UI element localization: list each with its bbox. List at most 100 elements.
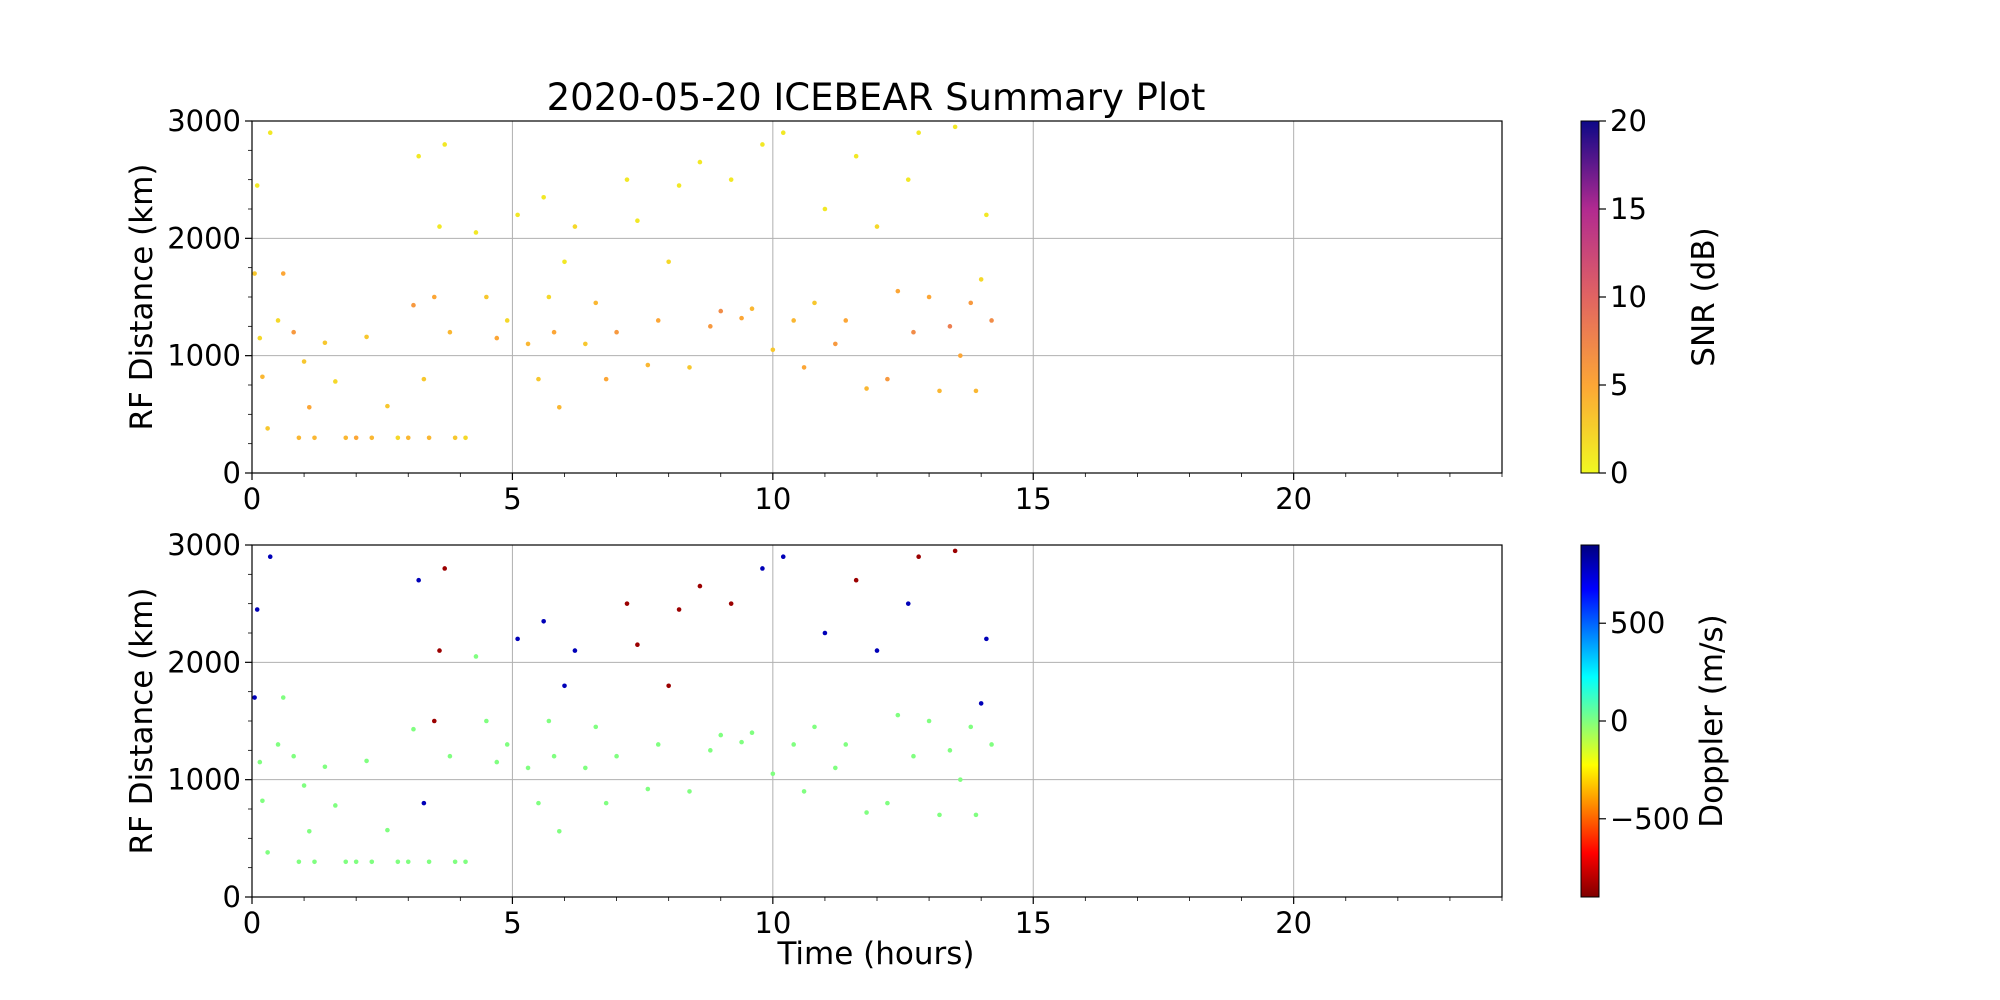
scatter-point: [739, 315, 744, 321]
scatter-point: [322, 764, 328, 770]
scatter-point: [306, 828, 312, 834]
x-tick-label: 0: [243, 482, 261, 516]
scatter-point: [437, 648, 442, 653]
scatter-point: [395, 435, 401, 441]
scatter-point: [822, 206, 828, 212]
scatter-point: [494, 759, 500, 765]
scatter-point: [426, 435, 432, 441]
scatter-point: [958, 777, 963, 782]
scatter-point: [583, 765, 588, 771]
scatter-point: [312, 859, 317, 865]
chart-title: 2020-05-20 ICEBEAR Summary Plot: [547, 76, 1206, 119]
scatter-point: [254, 183, 260, 188]
scatter-point: [291, 753, 296, 759]
y-tick-label: 0: [223, 880, 241, 914]
scatter-point: [252, 695, 257, 700]
scatter-point: [801, 789, 807, 794]
scatter-point: [257, 759, 263, 765]
points-bottom: [252, 548, 994, 865]
scatter-point: [958, 353, 963, 358]
scatter-point: [421, 376, 427, 382]
scatter-point: [801, 365, 807, 370]
scatter-point: [853, 577, 859, 583]
scatter-point: [937, 388, 942, 394]
scatter-point: [749, 730, 755, 736]
scatter-point: [296, 859, 302, 865]
scatter-point: [515, 636, 520, 642]
scatter-point: [973, 812, 979, 818]
scatter-point: [447, 329, 453, 335]
scatter-point: [275, 742, 281, 747]
scatter-point: [603, 376, 609, 382]
scatter-point: [353, 859, 359, 865]
scatter-point: [257, 335, 263, 341]
scatter-point: [697, 159, 703, 165]
scatter-point: [952, 548, 958, 554]
scatter-point: [624, 177, 630, 182]
scatter-point: [984, 212, 989, 218]
y-tick-label: 2000: [167, 221, 241, 255]
scatter-point: [541, 618, 546, 624]
scatter-point: [267, 554, 273, 560]
x-tick-label: 20: [1275, 906, 1312, 940]
scatter-point: [874, 224, 880, 229]
scatter-point: [275, 318, 281, 323]
scatter-point: [937, 812, 942, 818]
scatter-point: [385, 403, 390, 409]
scatter-point: [905, 177, 911, 182]
scatter-point: [885, 376, 890, 382]
scatter-point: [864, 810, 869, 815]
scatter-point: [635, 642, 640, 648]
scatter-point: [301, 783, 307, 788]
scatter-point: [364, 334, 369, 340]
scatter-point: [603, 800, 609, 806]
scatter-point: [853, 153, 859, 159]
y-tick-label: 1000: [167, 339, 241, 373]
x-tick-label: 20: [1275, 482, 1312, 516]
scatter-point: [676, 607, 682, 612]
scatter-point: [926, 718, 932, 724]
scatter-point: [556, 404, 562, 410]
x-tick-label: 10: [754, 906, 791, 940]
scatter-point: [447, 753, 453, 759]
colorbar-tick-label: 5: [1610, 368, 1628, 402]
scatter-point: [333, 379, 338, 384]
scatter-point: [322, 340, 328, 346]
scatter-point: [624, 601, 630, 606]
scatter-point: [405, 435, 411, 441]
scatter-point: [525, 765, 531, 771]
x-tick-label: 0: [243, 906, 261, 940]
scatter-point: [463, 435, 468, 441]
scatter-point: [911, 753, 916, 759]
scatter-point: [770, 347, 776, 353]
colorbar-tick-label: 500: [1610, 606, 1665, 640]
scatter-point: [895, 712, 901, 718]
scatter-point: [666, 683, 671, 689]
ticks-bottom: 0 5 10 15 20 0 1000 2000 3000: [167, 528, 1503, 940]
scatter-point: [562, 259, 567, 265]
scatter-point: [593, 300, 599, 306]
scatter-point: [411, 302, 416, 308]
scatter-point: [864, 386, 869, 391]
scatter-point: [989, 318, 994, 323]
scatter-point: [343, 435, 349, 441]
scatter-point: [583, 341, 588, 347]
scatter-point: [306, 404, 312, 410]
scatter-point: [655, 742, 661, 747]
scatter-point: [916, 130, 921, 136]
scatter-point: [395, 859, 401, 865]
colorbar-tick-label: 10: [1610, 280, 1647, 314]
scatter-point: [739, 739, 744, 745]
colorbar-tick-label: −500: [1610, 802, 1690, 836]
scatter-point: [551, 329, 557, 335]
scatter-point: [431, 718, 437, 724]
snr-colorbar-ticks: 0 5 10 15 20: [1599, 104, 1647, 490]
doppler-panel: 0 5 10 15 20 0 1000 2000 3000 RF Distance (km) T…: [124, 528, 1503, 972]
scatter-point: [494, 335, 500, 341]
scatter-point: [718, 308, 724, 314]
scatter-point: [265, 426, 270, 431]
scatter-point: [426, 859, 432, 865]
scatter-point: [645, 362, 651, 368]
scatter-point: [593, 724, 599, 730]
scatter-point: [572, 224, 578, 229]
